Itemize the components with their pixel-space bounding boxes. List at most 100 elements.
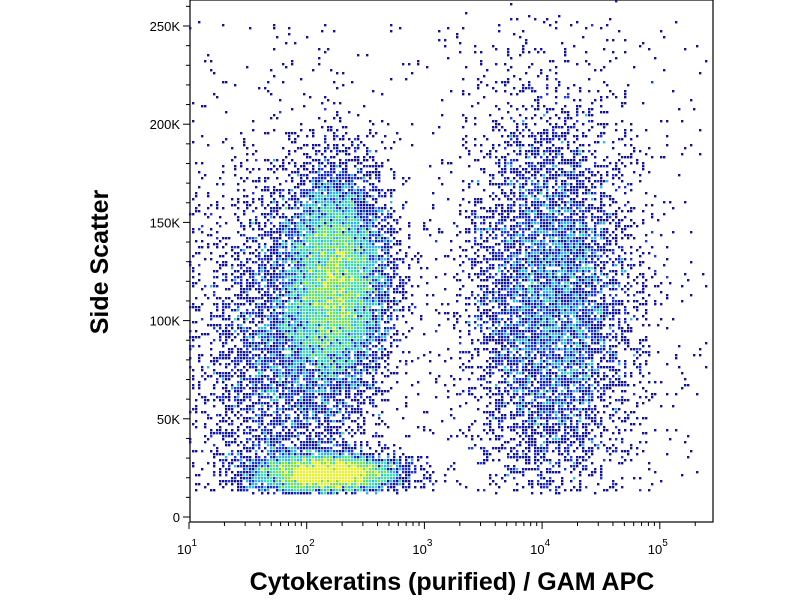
density-cell [444,474,447,477]
density-cell [333,360,336,363]
density-cell [402,306,405,309]
density-cell [255,240,258,243]
density-cell [213,474,216,477]
density-cell [297,360,300,363]
density-cell [288,492,291,495]
density-cell [381,249,384,252]
density-cell [321,201,324,204]
density-cell [240,387,243,390]
density-cell [312,201,315,204]
density-cell [357,363,360,366]
density-cell [243,357,246,360]
density-cell [234,465,237,468]
density-cell [324,270,327,273]
density-cell [285,180,288,183]
density-cell [282,285,285,288]
density-cell [324,465,327,468]
density-cell [378,285,381,288]
density-cell [288,477,291,480]
density-cell [219,480,222,483]
density-cell [291,246,294,249]
density-cell [375,369,378,372]
density-cell [297,207,300,210]
density-cell [252,336,255,339]
density-cell [261,336,264,339]
density-cell [324,276,327,279]
density-cell [372,183,375,186]
density-cell [261,417,264,420]
density-cell [327,159,330,162]
density-cell [354,366,357,369]
density-cell [333,342,336,345]
density-cell [315,273,318,276]
density-cell [327,258,330,261]
density-cell [255,342,258,345]
density-cell [348,366,351,369]
density-cell [336,291,339,294]
density-cell [327,144,330,147]
density-cell [192,450,195,453]
density-cell [285,354,288,357]
density-cell [387,252,390,255]
density-cell [255,381,258,384]
density-cell [354,264,357,267]
density-cell [276,384,279,387]
density-cell [279,306,282,309]
density-cell [300,447,303,450]
density-cell [303,306,306,309]
density-cell [348,432,351,435]
density-cell [330,309,333,312]
density-cell [222,303,225,306]
density-cell [300,468,303,471]
density-cell [276,486,279,489]
density-cell [372,402,375,405]
density-cell [312,408,315,411]
density-cell [321,210,324,213]
density-cell [357,228,360,231]
density-cell [318,225,321,228]
density-cell [306,270,309,273]
density-cell [315,321,318,324]
density-cell [342,297,345,300]
density-cell [363,231,366,234]
density-cell [360,426,363,429]
density-cell [342,213,345,216]
density-cell [339,483,342,486]
density-cell [330,294,333,297]
density-cell [327,210,330,213]
density-cell [267,285,270,288]
density-cell [369,228,372,231]
density-cell [312,312,315,315]
density-cell [366,444,369,447]
density-cell [297,456,300,459]
density-cell [297,375,300,378]
density-cell [318,330,321,333]
density-cell [357,309,360,312]
density-cell [273,375,276,378]
density-cell [336,453,339,456]
density-cell [249,483,252,486]
density-cell [306,309,309,312]
density-cell [294,261,297,264]
density-cell [300,441,303,444]
density-cell [363,363,366,366]
density-cell [339,252,342,255]
density-cell [213,282,216,285]
density-cell [408,246,411,249]
density-cell [309,372,312,375]
density-cells [189,0,708,495]
density-cell [207,234,210,237]
density-cell [381,141,384,144]
density-cell [300,165,303,168]
density-cell [327,192,330,195]
density-cell [357,387,360,390]
density-cell [240,399,243,402]
density-cell [348,288,351,291]
density-cell [330,456,333,459]
density-cell [327,240,330,243]
density-cell [288,255,291,258]
density-cell [360,198,363,201]
density-cell [201,354,204,357]
density-cell [342,381,345,384]
density-cell [324,369,327,372]
